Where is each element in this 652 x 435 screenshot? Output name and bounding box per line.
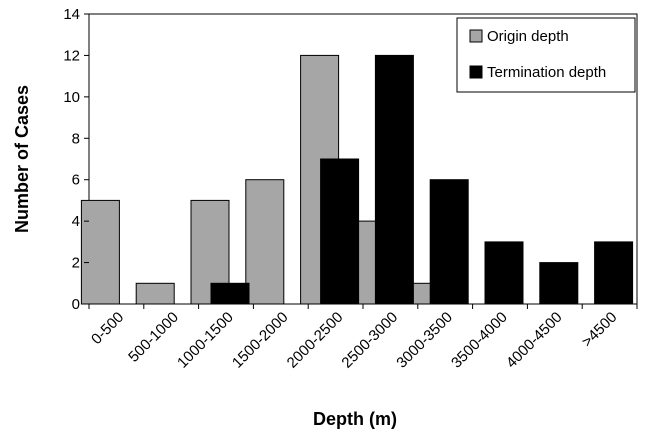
y-tick-label: 14 bbox=[63, 6, 80, 23]
x-tick-label: >4500 bbox=[579, 309, 621, 351]
x-tick-label: 500-1000 bbox=[125, 309, 182, 366]
bar-termination-depth-9[interactable] bbox=[594, 241, 634, 305]
y-tick-label: 12 bbox=[63, 47, 80, 64]
bars bbox=[80, 54, 634, 305]
bar-termination-depth-8[interactable] bbox=[539, 262, 579, 305]
y-tick-label: 4 bbox=[72, 213, 80, 230]
bar-termination-depth-2[interactable] bbox=[210, 282, 250, 305]
y-tick-label: 10 bbox=[63, 89, 80, 106]
x-tick-label: 1000-1500 bbox=[174, 309, 237, 372]
bar-termination-depth-5[interactable] bbox=[374, 54, 414, 305]
y-axis: 0 2 4 6 8 10 12 14 bbox=[63, 6, 89, 313]
y-tick-label: 8 bbox=[72, 130, 80, 147]
x-tick-label: 3000-3500 bbox=[393, 309, 456, 372]
x-axis-title: Depth (m) bbox=[313, 409, 397, 429]
x-axis: 0-500500-10001000-15001500-20002000-2500… bbox=[88, 304, 638, 372]
x-tick-label: 2500-3000 bbox=[338, 309, 401, 372]
y-tick-label: 2 bbox=[72, 255, 80, 272]
legend-swatch-termination-depth bbox=[469, 65, 483, 79]
y-axis-title: Number of Cases bbox=[12, 85, 32, 233]
legend-label-termination-depth: Termination depth bbox=[487, 64, 606, 81]
y-tick-label: 6 bbox=[72, 172, 80, 189]
x-tick-label: 2000-2500 bbox=[284, 309, 347, 372]
x-tick-label: 3500-4000 bbox=[448, 309, 511, 372]
legend-frame bbox=[456, 17, 636, 93]
bar-origin-depth-3[interactable] bbox=[245, 179, 285, 305]
legend-swatch-origin-depth bbox=[469, 29, 483, 43]
legend[interactable]: Origin depth Termination depth bbox=[456, 17, 636, 93]
bar-termination-depth-7[interactable] bbox=[484, 241, 524, 305]
x-tick-label: 0-500 bbox=[88, 309, 127, 348]
x-tick-label: 1500-2000 bbox=[229, 309, 292, 372]
bar-origin-depth-0[interactable] bbox=[80, 199, 120, 305]
bar-termination-depth-6[interactable] bbox=[429, 179, 469, 305]
bar-origin-depth-1[interactable] bbox=[135, 282, 175, 305]
legend-label-origin-depth: Origin depth bbox=[487, 28, 569, 45]
bar-termination-depth-4[interactable] bbox=[320, 158, 360, 305]
y-tick-label: 0 bbox=[72, 296, 80, 313]
x-tick-label: 4000-4500 bbox=[503, 309, 566, 372]
